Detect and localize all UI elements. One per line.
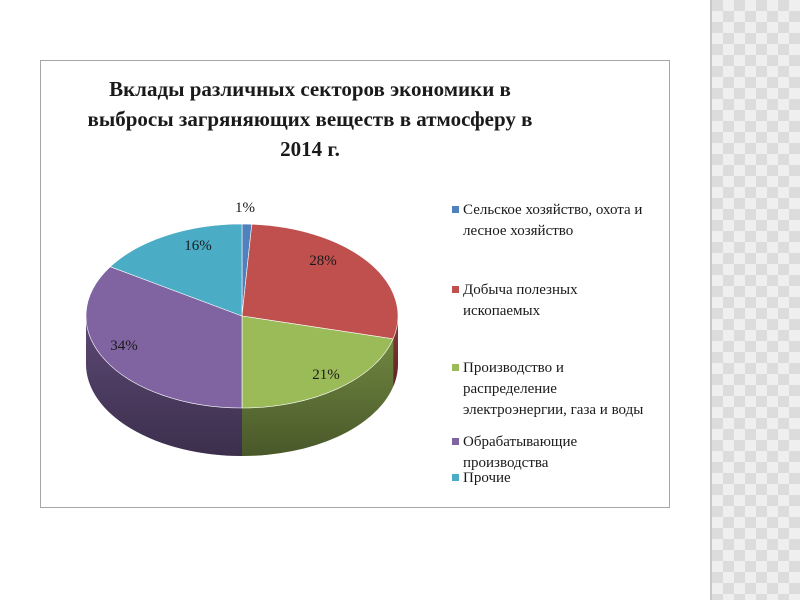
legend-swatch-1 (452, 286, 459, 293)
pie-side-shade-3 (86, 316, 242, 456)
legend-swatch-3 (452, 438, 459, 445)
pie-data-label-3: 34% (110, 338, 138, 354)
chart-title: Вклады различных секторов экономики в вы… (40, 74, 580, 164)
pie-side-shade-1 (393, 316, 399, 387)
pie-data-label-4: 16% (184, 238, 212, 254)
side-divider (710, 0, 712, 600)
pie-data-label-0: 1% (235, 200, 255, 216)
chart-title-line-2: выбросы загряняющих веществ в атмосферу … (87, 107, 533, 131)
pie-side-shade-2 (242, 338, 394, 456)
pie-data-label-1: 28% (309, 253, 337, 269)
side-decoration-pattern (712, 0, 800, 600)
legend-label-2: Производство и распределение электроэнер… (463, 360, 644, 418)
pie-data-label-2: 21% (312, 367, 340, 383)
pie-slice-4 (109, 223, 243, 317)
legend-label-4: Прочие (463, 470, 511, 486)
legend-label-1: Добыча полезных ископаемых (463, 282, 578, 319)
chart-title-line-1: Вклады различных секторов экономики в (109, 77, 511, 101)
legend-swatch-2 (452, 364, 459, 371)
pie-slice-3 (85, 266, 243, 409)
pie-slice-2 (241, 315, 394, 409)
legend-swatch-0 (452, 206, 459, 213)
legend-label-3: Обрабатывающие производства (463, 434, 578, 471)
pie-slice-1 (241, 223, 399, 340)
legend-label-0: Сельское хозяйство, охота и лесное хозяй… (463, 202, 643, 239)
legend-swatch-4 (452, 474, 459, 481)
chart-title-line-3: 2014 г. (280, 137, 340, 161)
